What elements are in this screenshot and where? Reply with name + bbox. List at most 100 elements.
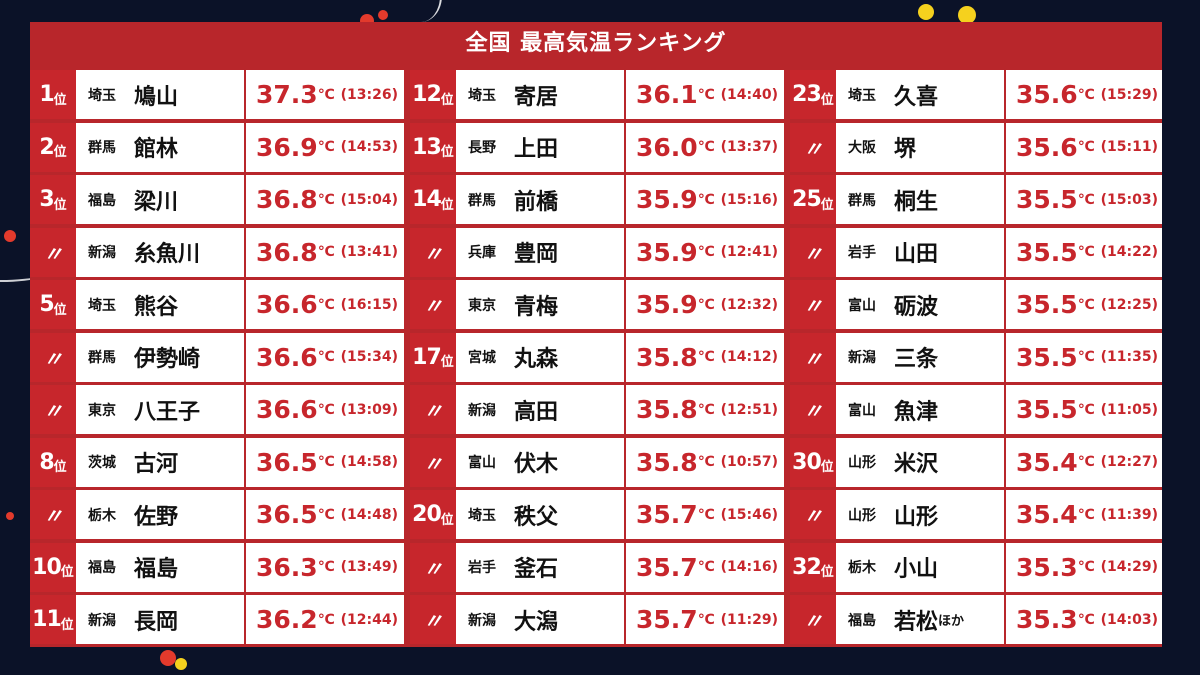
ditto-mark: 〃 (423, 451, 443, 476)
temperature-cell: 35.7 ℃ (15:46) (626, 490, 784, 539)
temperature-value: 35.7 (636, 605, 698, 634)
temperature-unit: ℃ (1077, 506, 1095, 523)
ditto-mark: 〃 (423, 241, 443, 266)
city-name: 魚津 (894, 399, 939, 425)
temperature-unit: ℃ (697, 401, 715, 418)
temperature-cell: 36.8 ℃ (13:41) (246, 227, 404, 277)
prefecture-label: 新潟 (468, 402, 496, 419)
prefecture-label: 大阪 (848, 140, 876, 156)
rank-badge: 11 位 (30, 595, 76, 644)
ranking-row: 〃 兵庫 豊岡 35.9 ℃ (12:41) (410, 227, 784, 277)
city-name: 古河 (134, 452, 179, 477)
temperature-cell: 35.6 ℃ (15:11) (1006, 122, 1162, 172)
prefecture-label: 山形 (848, 455, 876, 471)
rank-badge: 12 位 (410, 70, 456, 119)
ranking-row: 〃 福島 若松 ほか 35.3 ℃ (14:03) (790, 595, 1162, 644)
temperature-value: 36.5 (256, 447, 318, 477)
location-cell: 埼玉 久喜 (836, 70, 1006, 119)
city-name: 長岡 (134, 609, 179, 635)
temperature-value: 35.5 (1016, 395, 1078, 424)
rank-number: 13 (412, 134, 442, 160)
observed-time: (16:15) (340, 296, 399, 313)
temperature-unit: ℃ (697, 611, 715, 628)
ditto-mark: 〃 (803, 504, 823, 528)
location-cell: 宮城 丸森 (456, 332, 626, 382)
rank-unit: 位 (53, 92, 67, 108)
prefecture-label: 栃木 (88, 507, 116, 524)
prefecture-label: 茨城 (88, 455, 116, 471)
temperature-unit: ℃ (1077, 611, 1095, 628)
rank-number: 10 (32, 554, 62, 580)
ranking-row: 〃 山形 山形 35.4 ℃ (11:39) (790, 490, 1162, 539)
city-extra-note: ほか (938, 614, 965, 629)
temperature-cell: 35.3 ℃ (14:29) (1006, 542, 1162, 592)
temperature-unit: ℃ (317, 296, 335, 313)
city-name: 鳩山 (134, 84, 179, 110)
observed-time: (11:35) (1100, 349, 1159, 365)
rank-unit: 位 (440, 512, 454, 528)
temperature-unit: ℃ (697, 559, 715, 575)
temperature-value: 36.6 (256, 290, 318, 319)
rank-badge: 〃 (410, 385, 456, 434)
rank-badge: 30 位 (790, 437, 836, 487)
rank-number: 11 (32, 607, 62, 632)
rank-unit: 位 (53, 197, 67, 213)
ditto-mark: 〃 (43, 504, 63, 528)
temperature-value: 35.7 (636, 552, 698, 582)
prefecture-label: 新潟 (88, 245, 116, 261)
location-cell: 埼玉 寄居 (456, 70, 626, 119)
prefecture-label: 埼玉 (88, 297, 116, 314)
location-cell: 富山 魚津 (836, 385, 1006, 434)
ranking-row: 23 位埼玉 久喜 35.6 ℃ (15:29) (790, 70, 1162, 119)
temperature-cell: 35.8 ℃ (12:51) (626, 385, 784, 434)
rank-unit: 位 (440, 197, 454, 213)
prefecture-label: 富山 (848, 402, 876, 419)
temperature-cell: 35.4 ℃ (11:39) (1006, 490, 1162, 539)
prefecture-label: 群馬 (848, 192, 876, 209)
observed-time: (14:22) (1100, 244, 1159, 260)
temperature-unit: ℃ (1077, 86, 1095, 103)
prefecture-label: 岩手 (848, 245, 876, 261)
temperature-unit: ℃ (697, 191, 715, 208)
location-cell: 栃木 小山 (836, 542, 1006, 592)
temperature-unit: ℃ (317, 506, 335, 523)
location-cell: 茨城 古河 (76, 437, 246, 487)
temperature-cell: 36.0 ℃ (13:37) (626, 122, 784, 172)
temperature-value: 36.6 (256, 395, 318, 424)
rank-unit: 位 (820, 565, 834, 580)
city-name: 秩父 (514, 504, 559, 530)
city-name: 山田 (894, 242, 939, 267)
decor-dot-left (4, 230, 16, 242)
city-name: 久喜 (894, 84, 939, 110)
temperature-unit: ℃ (697, 454, 715, 470)
observed-time: (14:53) (340, 139, 399, 155)
city-name: 上田 (514, 137, 559, 162)
rank-badge: 〃 (30, 227, 76, 277)
temperature-cell: 36.9 ℃ (14:53) (246, 122, 404, 172)
rank-number: 32 (792, 554, 822, 580)
city-name: 青梅 (514, 294, 559, 320)
observed-time: (11:29) (720, 611, 779, 628)
ranking-row: 〃 新潟 三条 35.5 ℃ (11:35) (790, 332, 1162, 382)
rank-badge: 17 位 (410, 332, 456, 382)
rank-badge: 〃 (790, 490, 836, 539)
ranking-row: 〃 岩手 釜石 35.7 ℃ (14:16) (410, 542, 784, 592)
rank-badge: 〃 (30, 385, 76, 434)
rank-number: 30 (792, 449, 822, 475)
temperature-value: 35.8 (636, 395, 698, 424)
rank-badge: 20 位 (410, 490, 456, 539)
rank-badge: 23 位 (790, 70, 836, 119)
prefecture-label: 栃木 (848, 560, 876, 576)
ranking-row: 20 位埼玉 秩父 35.7 ℃ (15:46) (410, 490, 784, 539)
rank-badge: 〃 (30, 332, 76, 382)
location-cell: 兵庫 豊岡 (456, 227, 626, 277)
prefecture-label: 富山 (848, 297, 876, 314)
observed-time: (15:16) (720, 191, 779, 208)
temperature-cell: 36.3 ℃ (13:49) (246, 542, 404, 592)
prefecture-label: 埼玉 (468, 507, 496, 524)
ranking-row: 1 位埼玉 鳩山 37.3 ℃ (13:26) (30, 70, 404, 119)
temperature-unit: ℃ (697, 296, 715, 313)
temperature-cell: 35.5 ℃ (12:25) (1006, 280, 1162, 329)
rank-badge: 25 位 (790, 175, 836, 224)
temperature-cell: 36.6 ℃ (13:09) (246, 385, 404, 434)
